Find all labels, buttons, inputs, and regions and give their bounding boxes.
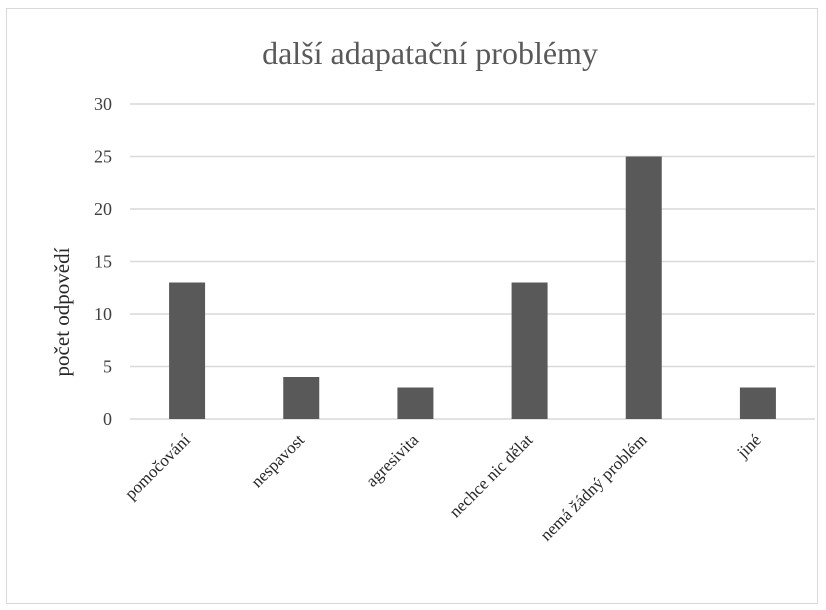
chart-frame (6, 8, 818, 604)
x-tick-label: nemá žádný problém (536, 430, 650, 544)
y-tick-label: 15 (94, 252, 112, 272)
x-tick-label: agresivita (362, 430, 422, 490)
bar (169, 282, 206, 419)
y-tick-label: 25 (94, 147, 112, 167)
bar (511, 282, 548, 419)
y-tick-label: 30 (94, 94, 112, 114)
y-tick-label: 5 (103, 357, 112, 377)
chart-title: další adapatační problémy (262, 35, 598, 71)
bar (625, 156, 662, 419)
y-tick-label: 0 (103, 409, 112, 429)
y-tick-label: 10 (94, 304, 112, 324)
y-axis-label: počet odpovědí (50, 247, 74, 376)
x-tick-label: nechce nic dělat (446, 430, 537, 521)
bar (397, 387, 434, 419)
x-tick-label: nespavost (247, 430, 308, 491)
y-tick-label: 20 (94, 199, 112, 219)
x-tick-label: pomočování (121, 430, 194, 503)
x-tick-label: jiné (733, 430, 765, 462)
bar (283, 377, 320, 419)
bar (739, 387, 776, 419)
